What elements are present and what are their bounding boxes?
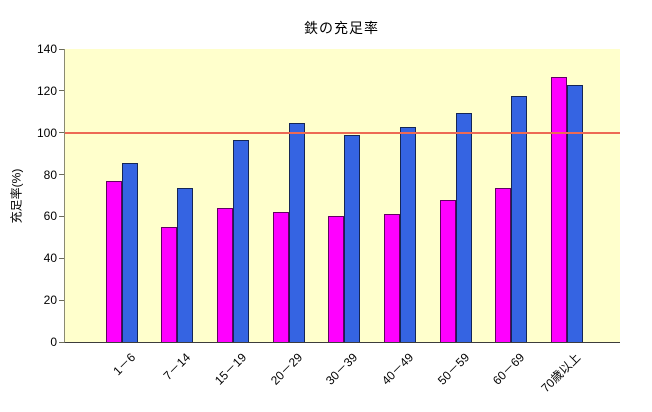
y-tick-mark xyxy=(59,299,64,301)
x-tick-label: 1－6 xyxy=(109,350,138,379)
y-tick-label: 20 xyxy=(43,293,57,308)
bar-series-2-group-1 xyxy=(121,163,138,342)
bar-series-2-group-2 xyxy=(177,188,194,342)
y-tick-label: 100 xyxy=(36,125,57,140)
y-tick-label: 80 xyxy=(43,167,57,182)
bar-series-1-group-4 xyxy=(272,212,289,342)
y-tick-label: 120 xyxy=(36,83,57,98)
bar-series-2-group-3 xyxy=(232,140,249,342)
bar-series-2-group-7 xyxy=(455,112,472,342)
y-tick-mark xyxy=(59,257,64,259)
bar-series-2-group-4 xyxy=(288,123,305,342)
bar-series-1-group-3 xyxy=(216,208,233,342)
bar-series-1-group-2 xyxy=(161,226,178,342)
y-tick-mark xyxy=(59,48,64,50)
bar-series-1-group-5 xyxy=(328,216,345,342)
y-tick-mark xyxy=(59,90,64,92)
bar-series-1-group-6 xyxy=(384,214,400,342)
bar-series-1-group-8 xyxy=(495,188,512,342)
y-tick-label: 140 xyxy=(36,42,57,56)
bar-series-2-group-6 xyxy=(400,127,416,342)
bar-series-1-group-1 xyxy=(105,180,122,342)
y-tick-label: 0 xyxy=(50,335,57,349)
plot-area: 0 20 40 60 80 100 120 140 1－6 7－14 15－19 20－29 30－39… xyxy=(37,42,620,395)
chart-title: 鉄の充足率 xyxy=(304,20,379,36)
y-tick-label: 40 xyxy=(43,251,57,266)
y-tick-mark xyxy=(59,341,64,343)
bar-series-2-group-9 xyxy=(567,84,584,342)
y-tick-label: 60 xyxy=(43,209,57,224)
y-tick-mark xyxy=(59,174,64,176)
bar-series-2-group-8 xyxy=(511,96,528,342)
reference-line-100 xyxy=(65,131,620,134)
y-tick-mark xyxy=(59,132,64,134)
bar-series-1-group-7 xyxy=(439,199,456,342)
y-tick-mark xyxy=(59,215,64,217)
bar-series-1-group-9 xyxy=(551,77,568,342)
bar-series-2-group-5 xyxy=(344,134,361,342)
